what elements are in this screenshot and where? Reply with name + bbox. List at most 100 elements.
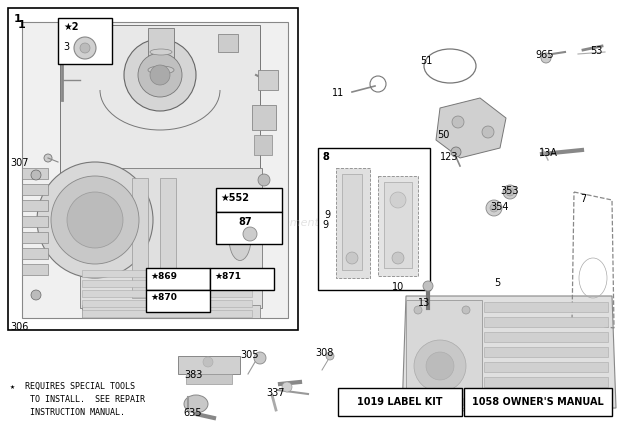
Text: 308: 308 — [315, 348, 334, 358]
Circle shape — [541, 53, 551, 63]
Circle shape — [124, 39, 196, 111]
Circle shape — [451, 147, 461, 157]
Bar — [22, 168, 48, 179]
Bar — [22, 184, 48, 195]
Bar — [82, 280, 252, 287]
Bar — [8, 8, 298, 330]
Text: 13A: 13A — [539, 148, 558, 158]
Circle shape — [462, 306, 470, 314]
Circle shape — [423, 281, 433, 291]
Bar — [484, 362, 608, 372]
Text: ★552: ★552 — [220, 193, 249, 203]
Text: 965: 965 — [535, 50, 554, 60]
Bar — [484, 377, 608, 387]
Text: 8: 8 — [322, 152, 328, 162]
Bar — [22, 216, 48, 227]
Bar — [216, 188, 282, 212]
Text: ★870: ★870 — [150, 293, 177, 302]
Polygon shape — [436, 98, 506, 158]
Text: 8: 8 — [322, 152, 329, 162]
Circle shape — [74, 37, 96, 59]
Bar — [82, 290, 252, 297]
Bar — [342, 174, 362, 270]
Bar — [484, 317, 608, 327]
Bar — [22, 248, 48, 259]
Circle shape — [414, 306, 422, 314]
Text: 1058 OWNER'S MANUAL: 1058 OWNER'S MANUAL — [472, 397, 604, 407]
Text: TO INSTALL.  SEE REPAIR: TO INSTALL. SEE REPAIR — [10, 395, 145, 404]
Text: 337: 337 — [266, 388, 285, 398]
Text: 306: 306 — [10, 322, 29, 332]
Text: 123: 123 — [440, 152, 459, 162]
Text: 5: 5 — [494, 278, 500, 288]
Circle shape — [243, 227, 257, 241]
Ellipse shape — [184, 395, 208, 413]
Circle shape — [414, 340, 466, 392]
Bar — [58, 18, 112, 64]
Circle shape — [138, 53, 182, 97]
Bar — [464, 388, 612, 416]
Circle shape — [414, 398, 422, 406]
Circle shape — [67, 192, 123, 248]
Bar — [146, 268, 210, 290]
Bar — [160, 178, 176, 298]
Bar — [178, 356, 240, 374]
Text: 87: 87 — [238, 217, 252, 227]
Bar — [82, 305, 260, 318]
Bar — [132, 178, 148, 298]
Bar — [484, 392, 608, 402]
Text: 1019 LABEL KIT: 1019 LABEL KIT — [357, 397, 443, 407]
Bar — [80, 168, 262, 308]
Circle shape — [31, 290, 41, 300]
Text: 11: 11 — [332, 88, 344, 98]
Circle shape — [254, 352, 266, 364]
Text: 383: 383 — [184, 370, 202, 380]
Circle shape — [282, 382, 292, 392]
Bar — [318, 148, 430, 290]
Bar — [254, 135, 272, 155]
Circle shape — [503, 185, 517, 199]
Bar — [22, 200, 48, 211]
Text: 635: 635 — [183, 408, 202, 418]
Text: INSTRUCTION MANUAL.: INSTRUCTION MANUAL. — [10, 408, 125, 417]
Bar — [82, 270, 252, 277]
Circle shape — [346, 252, 358, 264]
Circle shape — [392, 252, 404, 264]
Text: 353: 353 — [500, 186, 518, 196]
Bar — [252, 105, 276, 130]
Text: 3: 3 — [63, 42, 69, 52]
Bar — [216, 212, 282, 244]
Text: 9: 9 — [322, 220, 328, 230]
Bar — [338, 388, 462, 416]
Text: 10: 10 — [392, 282, 404, 292]
Bar — [406, 300, 482, 408]
Circle shape — [258, 174, 270, 186]
Text: 307: 307 — [10, 158, 29, 168]
Text: ★871: ★871 — [214, 272, 241, 281]
Circle shape — [326, 352, 334, 360]
Circle shape — [51, 176, 139, 264]
Circle shape — [31, 170, 41, 180]
Circle shape — [462, 398, 470, 406]
Circle shape — [80, 43, 90, 53]
Bar — [22, 22, 288, 318]
Circle shape — [482, 126, 494, 138]
Text: 13: 13 — [418, 298, 430, 308]
Bar — [82, 300, 252, 307]
Text: 9: 9 — [324, 210, 330, 220]
Bar — [378, 176, 418, 276]
Bar — [22, 232, 48, 243]
Bar — [336, 168, 370, 278]
Text: 50: 50 — [437, 130, 450, 140]
Bar — [258, 70, 278, 90]
Circle shape — [37, 162, 153, 278]
Text: 51: 51 — [420, 56, 432, 66]
Text: 7: 7 — [580, 194, 587, 204]
Text: 53: 53 — [590, 46, 603, 56]
Ellipse shape — [229, 216, 251, 261]
Bar — [484, 302, 608, 312]
Bar — [148, 28, 174, 70]
Circle shape — [44, 154, 52, 162]
Text: ★869: ★869 — [150, 272, 177, 281]
Text: ★2: ★2 — [63, 22, 79, 32]
